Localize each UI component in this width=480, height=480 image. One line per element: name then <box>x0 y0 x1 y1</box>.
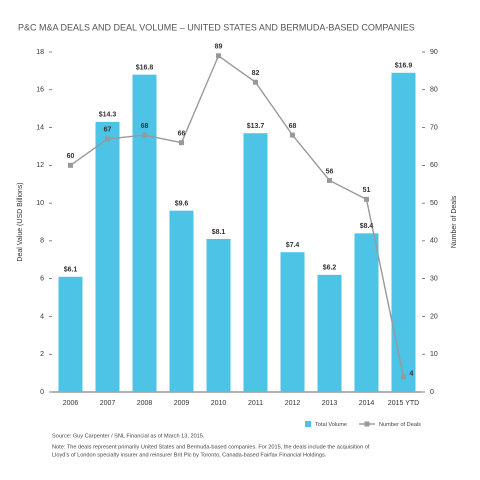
x-tick-label: 2006 <box>63 400 79 407</box>
y-tick-label: 16 <box>36 87 44 94</box>
line-marker <box>179 140 184 146</box>
bar <box>391 72 416 393</box>
value-label: 4 <box>410 371 414 378</box>
value-label: $16.8 <box>136 65 154 72</box>
value-label: $7.4 <box>286 242 300 249</box>
y-tick-label: 10 <box>36 200 44 207</box>
y-tick-label: 14 <box>36 124 44 131</box>
note-line: Lloyd’s of London specialty insurer and … <box>52 452 327 458</box>
bar <box>95 121 120 392</box>
value-label: 56 <box>326 168 334 175</box>
x-tick-label: 2010 <box>211 400 227 407</box>
value-label: 67 <box>104 127 112 134</box>
x-tick-label: 2014 <box>359 400 375 407</box>
line-marker <box>68 162 73 168</box>
y-tick-label: 2 <box>40 351 44 358</box>
y2-tick-label: 70 <box>430 124 438 131</box>
x-tick-label: 2012 <box>285 400 301 407</box>
value-label: 68 <box>141 123 149 130</box>
y2-tick-label: 30 <box>430 276 438 283</box>
value-label: 89 <box>215 44 223 51</box>
y2-tick-label: 90 <box>430 49 438 56</box>
x-tick-label: 2011 <box>248 400 263 407</box>
line-marker <box>253 79 258 85</box>
value-label: $14.3 <box>99 112 117 119</box>
y-tick-label: 18 <box>36 49 44 56</box>
value-label: 66 <box>178 131 186 138</box>
y-axis-label: Deal Value (USD Billions) <box>17 182 24 261</box>
x-tick-label: 2009 <box>174 400 190 407</box>
bar <box>58 276 83 392</box>
source: Source: Guy Carpenter / SNL Financial as… <box>52 433 205 439</box>
line-marker <box>105 136 110 142</box>
y2-tick-label: 0 <box>430 389 434 396</box>
value-label: $6.2 <box>323 265 337 272</box>
legend-label: Number of Deals <box>379 422 421 428</box>
legend-swatch <box>364 421 370 427</box>
y-tick-label: 8 <box>40 238 44 245</box>
x-tick-label: 2007 <box>100 400 116 407</box>
y-tick-label: 6 <box>40 276 44 283</box>
value-label: 60 <box>67 153 75 160</box>
line <box>70 54 405 378</box>
line-marker <box>290 132 295 138</box>
y2-tick-label: 50 <box>430 200 438 207</box>
y-tick-label: 0 <box>40 389 44 396</box>
bar <box>317 274 342 392</box>
value-label: $16.9 <box>395 63 413 70</box>
line-marker <box>142 132 147 138</box>
legend-label: Total Volume <box>315 422 347 428</box>
legend-swatch <box>305 421 311 427</box>
value-label: $6.1 <box>64 267 78 274</box>
y2-axis-label: Number of Deals <box>451 195 458 248</box>
line-marker <box>216 53 221 59</box>
x-tick-label: 2008 <box>137 400 153 407</box>
value-label: $9.6 <box>175 201 189 208</box>
line-marker <box>327 177 332 183</box>
y2-tick-label: 80 <box>430 87 438 94</box>
chart-title: P&C M&A DEALS AND DEAL VOLUME – UNITED S… <box>18 22 415 32</box>
value-label: 68 <box>289 123 297 130</box>
value-label: $13.7 <box>247 123 265 130</box>
bar <box>280 252 305 392</box>
bar <box>354 233 379 392</box>
y2-tick-label: 60 <box>430 162 438 169</box>
value-label: $8.4 <box>360 223 374 230</box>
y-tick-label: 4 <box>40 313 44 320</box>
note-line: Note: The deals represent primarily Unit… <box>52 444 370 450</box>
line-marker <box>401 374 406 380</box>
line-marker <box>364 196 369 202</box>
value-label: 82 <box>252 70 260 77</box>
y2-tick-label: 20 <box>430 313 438 320</box>
bar <box>243 133 268 392</box>
value-label: 51 <box>363 187 371 194</box>
x-tick-label: 2015 YTD <box>388 400 419 407</box>
x-tick-label: 2013 <box>322 400 338 407</box>
y-tick-label: 12 <box>36 162 44 169</box>
y2-tick-label: 40 <box>430 238 438 245</box>
value-label: $8.1 <box>212 229 226 236</box>
bar <box>169 210 194 392</box>
y2-tick-label: 10 <box>430 351 438 358</box>
bar <box>206 239 231 392</box>
bar <box>132 74 157 393</box>
